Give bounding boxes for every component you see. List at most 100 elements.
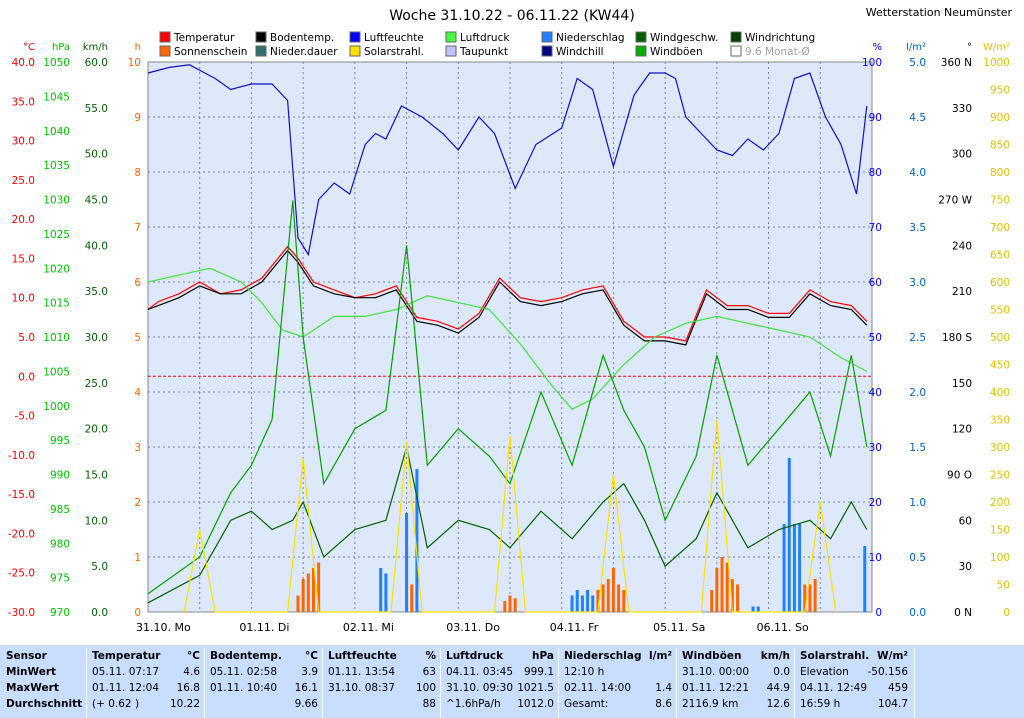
summary-column: Bodentemp. °C 05.11. 02:58 3.9 01.11. 10:40 1… [210, 648, 318, 712]
axis-tick-label: 10.0 [85, 515, 108, 527]
axis-tick-label: 0.0 [91, 607, 108, 619]
bar-sonnenschein [311, 568, 315, 612]
bar-sonnenschein [808, 584, 812, 612]
axis-tick-label: 40.0 [12, 57, 35, 69]
axis-tick-label: 5 [134, 332, 141, 344]
summary-column-title: Windböen km/h [682, 650, 790, 662]
axis-tick-label: 240 [952, 240, 972, 252]
axis-tick-label: 35.0 [85, 286, 108, 298]
legend-swatch [159, 31, 171, 43]
bar-niederschlag [863, 546, 867, 612]
axis-tick-label: 60 [869, 277, 882, 289]
bar-niederschlag [384, 573, 388, 612]
axis-unit-label: % [872, 42, 882, 53]
legend-label: Luftfeuchte [364, 32, 424, 44]
axis-tick-label: 20.0 [12, 214, 35, 226]
bar-sonnenschein [611, 568, 615, 612]
summary-sensor-title: Sensor [6, 650, 47, 662]
summary-separator [558, 648, 559, 718]
legend-label: Luftdruck [460, 32, 510, 44]
x-axis-labels: 31.10. Mo 01.11. Di 02.11. Mi 03.11. Do 04.1… [136, 621, 809, 634]
axis-tick-label: 1015 [43, 298, 70, 310]
axis-tick-label: 180 S [942, 332, 972, 344]
summary-cell-value: 100 [415, 682, 436, 694]
legend-label: Windböen [650, 46, 703, 58]
axis-tick-label: 975 [50, 573, 70, 585]
summary-cell: 01.11. 12:04 16.8 [92, 682, 200, 694]
bar-niederschlag [580, 595, 584, 612]
axis-tick-label: 1 [134, 552, 141, 564]
summary-cell: 04.11. 03:45 999.1 [446, 666, 554, 678]
axis-tick-label: 60.0 [85, 57, 108, 69]
summary-separator [914, 648, 915, 718]
x-axis-day-label: 03.11. Do [446, 621, 500, 634]
bar-sonnenschein [736, 584, 740, 612]
summary-cell-value: 10.22 [169, 698, 200, 710]
bar-sonnenschein [503, 601, 507, 612]
axis-tick-label: 800 [990, 167, 1010, 179]
axis-tick-label: 650 [990, 250, 1010, 262]
weather-chart: Woche 31.10.22 - 06.11.22 (KW44) Wetters… [7, 6, 1013, 634]
series-line-temperatur [147, 245, 868, 342]
legend-label: 9.6 Monat-Ø [745, 46, 810, 58]
axis-tick-label: -10.0 [8, 450, 35, 462]
series-line-luftfeuchte [147, 64, 868, 257]
axis-unit-label: °C [23, 42, 35, 53]
summary-sensor-column: Sensor MinWert MaxWert Durchschnitt [6, 648, 82, 712]
legend-swatch [541, 45, 553, 57]
axis-tick-label: 600 [990, 277, 1010, 289]
axis-tick-label: 900 [990, 112, 1010, 124]
summary-cell: 02.11. 14:00 1.4 [564, 682, 672, 694]
summary-cell: 9.66 [210, 696, 318, 712]
summary-cell: 05.11. 02:58 3.9 [210, 666, 318, 678]
axis-tick-label: 35.0 [12, 96, 35, 108]
x-axis-day-label: 04.11. Fr [550, 621, 599, 634]
axis-tick-label: -25.0 [8, 568, 35, 580]
axis-tick-label: 550 [990, 305, 1010, 317]
summary-cell-value: -50.156 [867, 666, 908, 678]
axis-unit-label: h [135, 42, 141, 53]
summary-cell-value: 1012.0 [517, 698, 554, 710]
axis-tick-label: 450 [990, 360, 1010, 372]
axis-tick-label: 1020 [43, 263, 70, 275]
series-line-windböen [147, 200, 868, 595]
axis-tick-label: 7 [134, 222, 141, 234]
series-line-windgeschw [147, 446, 868, 604]
axis-tick-label: 10 [128, 57, 141, 69]
legend-label: Bodentemp. [270, 32, 334, 44]
legend-swatch [730, 31, 742, 43]
summary-column: Temperatur °C 05.11. 07:17 4.6 01.11. 12:04 1… [92, 648, 200, 712]
legend-label: Solarstrahl. [364, 46, 424, 58]
axis-tick-label: 0 [134, 607, 141, 619]
summary-cell: 88 [328, 696, 436, 712]
axis-tick-label: 3.0 [909, 277, 926, 289]
summary-column-unit: hPa [532, 650, 554, 662]
bar-niederschlag [591, 595, 595, 612]
x-axis-day-label: 01.11. Di [239, 621, 289, 634]
axis-tick-label: 90 O [947, 470, 972, 482]
legend: Temperatur Bodentemp. Luftfeuchte Luftdruck… [159, 31, 815, 58]
axis-tick-label: 3.5 [909, 222, 926, 234]
axis-tick-label: 360 N [941, 57, 972, 69]
bar-niederschlag [787, 458, 791, 612]
axis-tick-label: 15.0 [12, 253, 35, 265]
legend-swatch [635, 45, 647, 57]
axis-tick-label: 15.0 [85, 470, 108, 482]
summary-cell: 01.11. 10:40 16.1 [210, 682, 318, 694]
axis-tick-label: -20.0 [8, 528, 35, 540]
legend-swatch [541, 31, 553, 43]
legend-swatch [349, 45, 361, 57]
axis-tick-label: 10.0 [12, 293, 35, 305]
series-line-luftdruck [147, 267, 868, 410]
axis-tick-label: 30.0 [12, 136, 35, 148]
axis-tick-label: -5.0 [15, 411, 36, 423]
axis-tick-label: 150 [990, 525, 1010, 537]
axis-tick-label: 950 [990, 85, 1010, 97]
axis-tick-label: 2.5 [909, 332, 926, 344]
summary-cell: 01.11. 12:21 44.9 [682, 682, 790, 694]
summary-separator [204, 648, 205, 718]
axis-tick-label: 80 [869, 167, 882, 179]
summary-column-unit: W/m² [877, 650, 908, 662]
axis-unit-label: l/m² [906, 42, 926, 53]
summary-separator [676, 648, 677, 718]
